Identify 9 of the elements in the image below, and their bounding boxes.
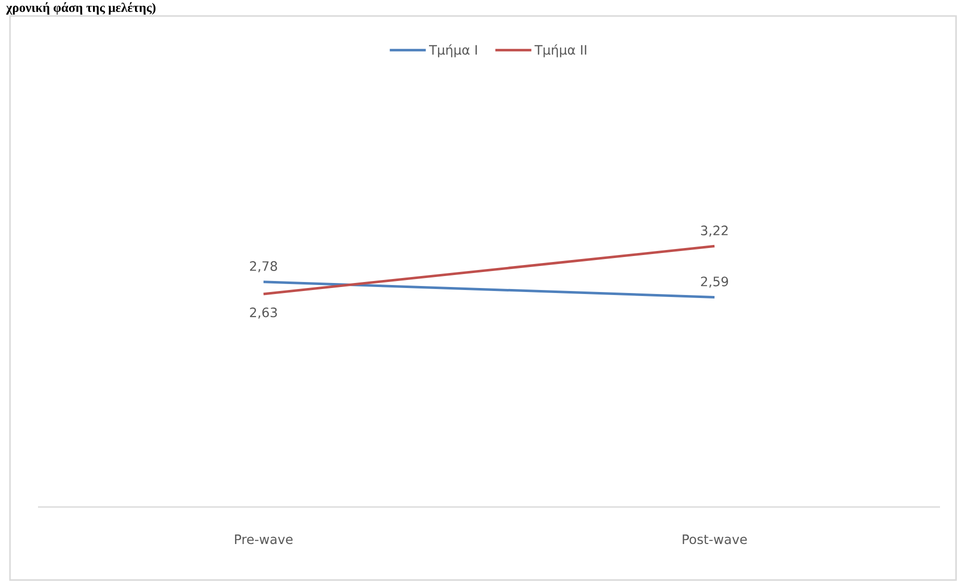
- data-label: 2,59: [701, 276, 728, 288]
- chart-title: χρονική φάση της μελέτης): [6, 2, 156, 15]
- data-label: 3,22: [701, 226, 728, 237]
- legend-label: Τμήμα I: [428, 44, 477, 58]
- data-label: 2,63: [250, 307, 277, 319]
- data-label: 2,78: [250, 261, 278, 272]
- x-tick-label: Pre-wave: [235, 534, 293, 544]
- x-tick-label: Post-wave: [682, 534, 747, 544]
- legend-label: Τμήμα II: [534, 44, 586, 58]
